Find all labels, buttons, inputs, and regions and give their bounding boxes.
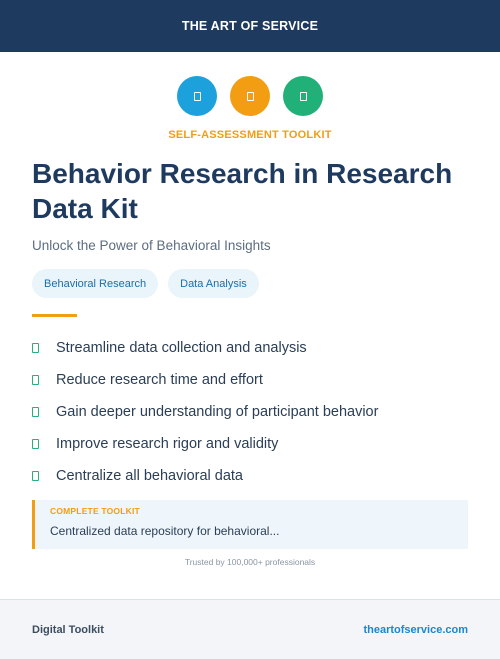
- tag-data-analysis[interactable]: Data Analysis: [168, 269, 259, 298]
- check-icon: [32, 439, 39, 449]
- website-link[interactable]: theartofservice.com: [363, 623, 468, 636]
- check-icon: [32, 375, 39, 385]
- document-glyph-icon: [299, 91, 307, 101]
- benefit-item: Streamline data collection and analysis: [32, 332, 378, 364]
- callout-label: COMPLETE TOOLKIT: [50, 506, 140, 516]
- toolkit-kicker: SELF-ASSESSMENT TOOLKIT: [168, 129, 332, 141]
- tag-list: Behavioral Research Data Analysis: [32, 269, 259, 298]
- benefit-text: Gain deeper understanding of participant…: [56, 404, 379, 420]
- benefit-item: Gain deeper understanding of participant…: [32, 396, 378, 428]
- brand-name: THE ART OF SERVICE: [181, 19, 319, 33]
- check-icon: [32, 407, 39, 417]
- document-glyph-icon: [193, 91, 201, 101]
- document-glyph-icon: [246, 91, 254, 101]
- check-icon: [32, 343, 39, 353]
- icon-row: [0, 76, 500, 116]
- trust-statement: Trusted by 100,000+ professionals: [184, 557, 316, 567]
- check-icon: [32, 471, 39, 481]
- benefit-list: Streamline data collection and analysis …: [32, 332, 378, 492]
- footer: Digital Toolkit theartofservice.com: [0, 599, 500, 659]
- benefit-item: Reduce research time and effort: [32, 364, 378, 396]
- page-subtitle: Unlock the Power of Behavioral Insights: [32, 238, 271, 253]
- benefit-text: Reduce research time and effort: [56, 372, 263, 388]
- blue-circle-icon: [177, 76, 217, 116]
- benefit-text: Centralize all behavioral data: [56, 468, 243, 484]
- tag-behavioral-research[interactable]: Behavioral Research: [32, 269, 159, 298]
- callout-text: Centralized data repository for behavior…: [50, 524, 280, 538]
- page-title: Behavior Research in Research Data Kit: [32, 158, 453, 224]
- green-circle-icon: [283, 76, 323, 116]
- orange-circle-icon: [230, 76, 270, 116]
- top-bar: THE ART OF SERVICE: [0, 0, 500, 52]
- benefit-text: Streamline data collection and analysis: [56, 340, 307, 356]
- benefit-item: Centralize all behavioral data: [32, 460, 378, 492]
- benefit-item: Improve research rigor and validity: [32, 428, 378, 460]
- complete-toolkit-callout: COMPLETE TOOLKIT Centralized data reposi…: [32, 500, 468, 549]
- digital-toolkit-label: Digital Toolkit: [32, 623, 104, 636]
- benefit-text: Improve research rigor and validity: [56, 436, 279, 452]
- accent-divider: [32, 314, 77, 317]
